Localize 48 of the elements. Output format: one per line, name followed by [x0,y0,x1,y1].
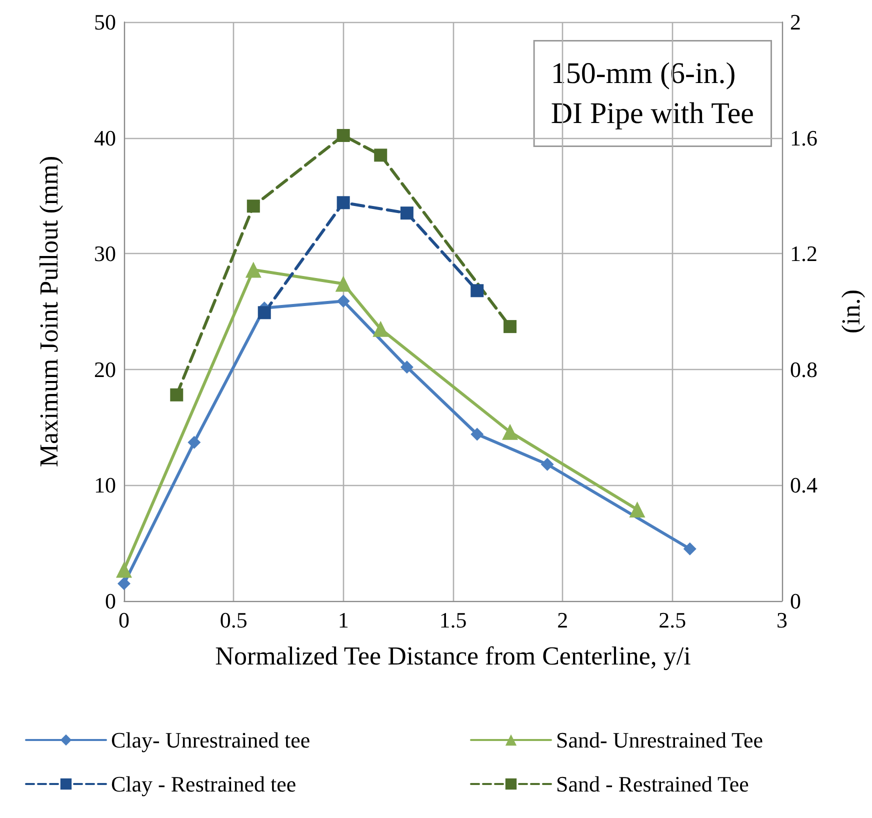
point [246,200,260,213]
point [629,502,646,518]
y2-tick-label: 0.4 [790,472,818,498]
y-tick-label: 0 [105,588,116,614]
point [683,542,696,556]
point [540,458,554,471]
x-tick-label: 1.5 [439,608,467,632]
point [245,262,262,278]
y2-axis-title: (in.) [836,289,866,334]
point [258,306,271,320]
x-axis-title: Normalized Tee Distance from Centerline, y/i [215,642,691,670]
x-tick-label: 0.5 [220,608,248,632]
y2-tick-label: 0 [790,588,801,614]
point [504,320,517,334]
y-tick-label: 40 [94,125,116,150]
point [502,424,518,440]
point [116,562,132,578]
legend-label: Clay- Unrestrained tee [111,728,310,752]
x-tick-label: 2.5 [658,608,686,632]
point [170,388,184,402]
legend-label: Sand- Unrestrained Tee [556,728,763,752]
x-tick-label: 2 [557,608,568,632]
point [470,428,484,441]
point [470,284,484,298]
point [400,206,414,220]
legend-label: Clay - Restrained tee [111,772,296,796]
annotation: 150-mm (6-in.) DI Pipe with Tee [550,57,754,130]
x-tick-label: 3 [776,608,788,632]
point [400,360,414,374]
point [336,294,350,308]
point [336,196,350,210]
point [118,577,130,590]
point [335,276,352,292]
point [188,436,201,449]
y2-tick-label: 1.2 [790,241,818,266]
point [374,148,388,162]
y2-tick-label: 0.8 [790,356,818,382]
y-axis-title: Maximum Joint Pullout (mm) [34,156,64,468]
legend-label: Sand - Restrained Tee [556,772,749,796]
point [372,320,389,337]
y-tick-label: 50 [94,10,116,34]
y-tick-label: 10 [94,472,116,498]
y2-tick-label: 2 [790,10,801,34]
y2-tick-label: 1.6 [790,125,818,150]
point [336,128,350,142]
y-tick-label: 30 [94,241,116,266]
y-tick-label: 20 [94,356,116,382]
x-tick-label: 1 [338,608,349,632]
